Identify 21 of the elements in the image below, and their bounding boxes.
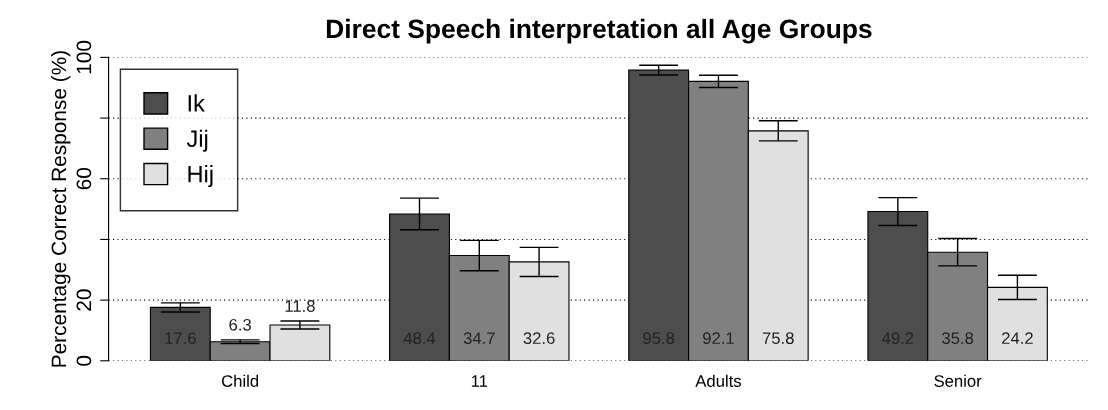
legend-label: Hij [188,165,213,188]
y-tick-label: 60 [76,167,92,190]
y-tick-label: 20 [76,289,92,311]
y-tick-label: 100 [76,40,92,74]
data-label: 35.8 [942,332,974,345]
data-label: 24.2 [1002,332,1033,344]
legend-label: Jij [186,129,208,152]
y-axis-title: Percentage Correct Response (%) [50,51,71,367]
data-label: 75.8 [762,332,794,345]
data-label: 11.8 [285,300,315,312]
chart-title: Direct Speech interpretation all Age Groups [326,18,872,44]
legend-label: Ik [188,94,205,112]
data-label: 92.1 [703,332,734,345]
x-tick-label: Adults [695,374,742,387]
x-tick-label: Senior [934,374,982,387]
y-tick-label: 0 [76,355,92,366]
data-label: 6.3 [229,318,251,331]
data-label: 34.7 [463,332,495,345]
data-label: 32.6 [523,332,555,345]
x-tick-label: Child [221,374,259,387]
x-tick-label: 11 [471,375,488,387]
